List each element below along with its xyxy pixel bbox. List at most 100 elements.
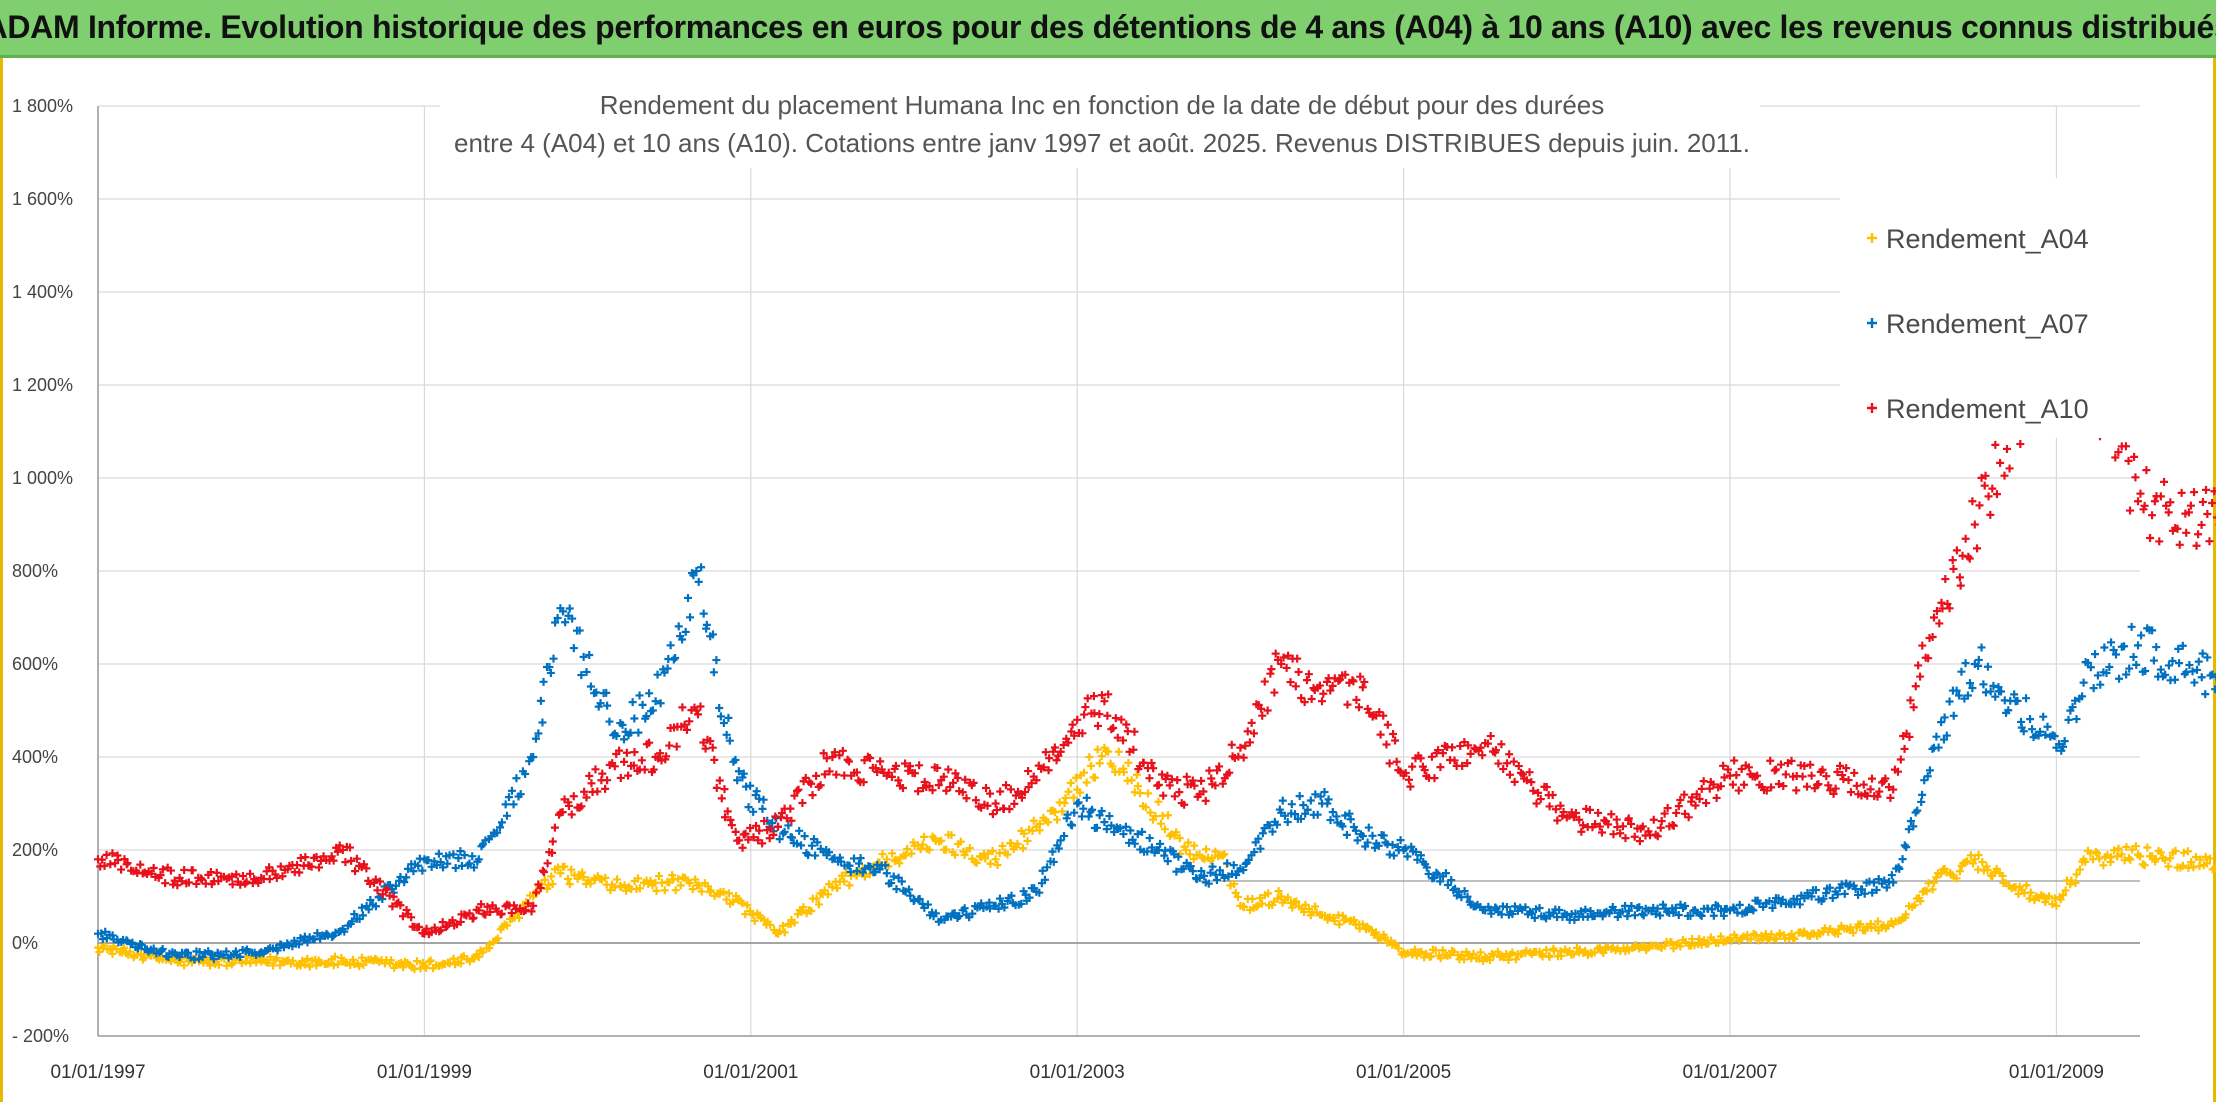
data-point — [1594, 808, 1603, 817]
data-point — [1932, 607, 1941, 616]
data-point — [451, 863, 460, 872]
data-point — [222, 947, 231, 956]
data-point — [1084, 812, 1093, 821]
data-point — [149, 863, 158, 872]
data-point — [1491, 746, 1500, 755]
data-point — [521, 769, 530, 778]
data-point — [1408, 762, 1417, 771]
data-point — [100, 861, 109, 870]
data-point — [1787, 929, 1796, 938]
data-point — [1044, 766, 1053, 775]
data-point — [662, 752, 671, 761]
data-point — [2019, 727, 2028, 736]
data-point — [1424, 869, 1433, 878]
data-point — [1349, 677, 1358, 686]
data-point — [1980, 481, 1989, 490]
data-point — [1653, 832, 1662, 841]
data-point — [1576, 907, 1585, 916]
data-point — [1020, 829, 1029, 838]
data-point — [1559, 808, 1568, 817]
data-point — [441, 923, 450, 932]
data-point — [1928, 885, 1937, 894]
data-point — [1672, 808, 1681, 817]
data-point — [739, 769, 748, 778]
data-point — [1383, 720, 1392, 729]
data-point — [2160, 477, 2169, 486]
y-tick-label: 1 800% — [12, 96, 73, 116]
data-point — [1569, 950, 1578, 959]
data-point — [1863, 791, 1872, 800]
data-point — [1952, 874, 1961, 883]
data-point — [371, 875, 380, 884]
data-point — [2130, 452, 2139, 461]
data-point — [1766, 756, 1775, 765]
data-point — [950, 909, 959, 918]
data-point — [2166, 854, 2175, 863]
data-point — [2109, 646, 2118, 655]
data-point — [1117, 715, 1126, 724]
data-point — [1132, 770, 1141, 779]
data-point — [180, 865, 189, 874]
data-point — [878, 850, 887, 859]
data-point — [752, 787, 761, 796]
data-point — [738, 843, 747, 852]
data-point — [596, 699, 605, 708]
data-point — [1905, 732, 1914, 741]
data-point — [1188, 776, 1197, 785]
data-point — [1586, 907, 1595, 916]
data-point — [1401, 844, 1410, 853]
data-point — [1388, 840, 1397, 849]
data-point — [920, 778, 929, 787]
data-point — [1133, 782, 1142, 791]
data-point — [2126, 506, 2135, 515]
data-point — [928, 786, 937, 795]
data-point — [2113, 852, 2122, 861]
data-point — [1723, 765, 1732, 774]
data-point — [2194, 530, 2203, 539]
data-point — [2179, 848, 2188, 857]
data-point — [669, 655, 678, 664]
data-point — [569, 644, 578, 653]
data-point — [1988, 872, 1997, 881]
data-point — [1961, 659, 1970, 668]
data-point — [923, 900, 932, 909]
data-point — [712, 783, 721, 792]
data-point — [2002, 444, 2011, 453]
data-point — [501, 800, 510, 809]
data-point — [2122, 843, 2131, 852]
data-point — [1283, 818, 1292, 827]
data-point — [628, 698, 637, 707]
data-point — [454, 854, 463, 863]
data-point — [563, 874, 572, 883]
x-tick-label: 01/01/2009 — [2009, 1062, 2104, 1083]
data-point — [1699, 777, 1708, 786]
data-point — [532, 888, 541, 897]
data-point — [1889, 785, 1898, 794]
data-point — [1530, 913, 1539, 922]
data-point — [1306, 796, 1315, 805]
data-point — [613, 875, 622, 884]
data-point — [1319, 689, 1328, 698]
data-point — [2091, 847, 2100, 856]
data-point — [2178, 861, 2187, 870]
data-point — [1968, 684, 1977, 693]
data-point — [1432, 868, 1441, 877]
data-point — [656, 749, 665, 758]
data-point — [1173, 776, 1182, 785]
data-point — [2067, 876, 2076, 885]
data-point — [820, 770, 829, 779]
data-point — [620, 757, 629, 766]
data-point — [1200, 871, 1209, 880]
data-point — [1430, 774, 1439, 783]
data-point — [565, 880, 574, 889]
data-point — [2134, 641, 2142, 650]
data-point — [1071, 773, 1080, 782]
data-point — [2132, 660, 2141, 669]
data-point — [2043, 722, 2052, 731]
data-point — [1273, 655, 1282, 664]
data-point — [694, 710, 702, 719]
data-point — [389, 892, 398, 901]
data-point — [438, 918, 447, 927]
data-point — [301, 853, 310, 862]
data-point — [901, 759, 910, 768]
